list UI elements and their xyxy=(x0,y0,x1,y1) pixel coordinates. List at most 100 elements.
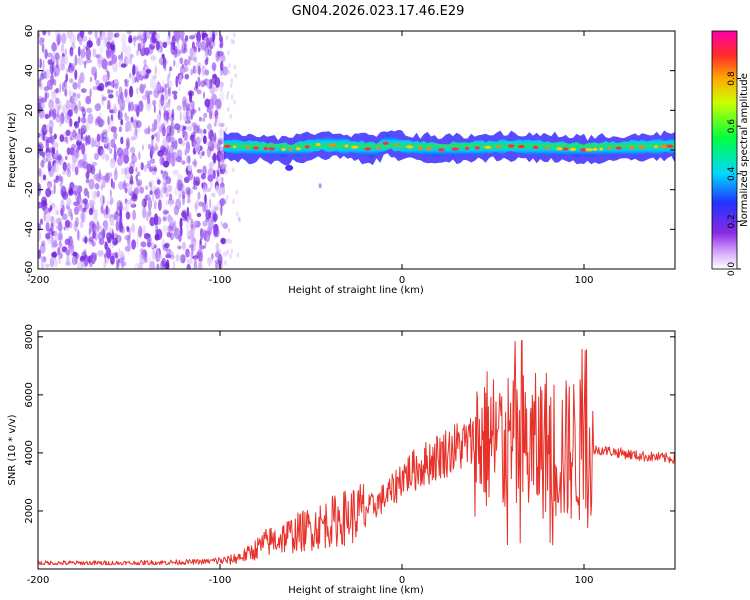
trace-peak xyxy=(223,144,231,148)
noise-speckle xyxy=(58,242,63,249)
noise-speckle xyxy=(94,103,102,112)
noise-speckle xyxy=(133,119,139,129)
noise-speckle xyxy=(151,242,155,249)
noise-speckle xyxy=(67,209,72,217)
noise-speckle xyxy=(128,34,133,44)
noise-speckle xyxy=(76,261,83,269)
trace-peak xyxy=(545,146,549,150)
trace-satellite xyxy=(318,183,322,189)
noise-speckle xyxy=(219,182,225,188)
noise-speckle xyxy=(77,204,83,212)
noise-speckle xyxy=(81,263,87,268)
trace-peak xyxy=(654,145,658,149)
noise-speckle xyxy=(53,258,59,268)
bottom-x-axis-label: Height of straight line (km) xyxy=(288,585,424,596)
noise-speckle xyxy=(101,180,106,189)
noise-speckle xyxy=(45,92,50,99)
noise-speckle xyxy=(85,134,88,146)
noise-speckle xyxy=(153,244,157,249)
noise-speckle xyxy=(76,229,80,241)
noise-speckle xyxy=(166,231,172,238)
noise-speckle xyxy=(183,125,187,131)
noise-speckle xyxy=(66,109,72,121)
noise-speckle xyxy=(116,200,123,211)
noise-speckle xyxy=(182,194,185,206)
noise-speckle xyxy=(61,32,67,45)
noise-speckle xyxy=(225,127,228,133)
noise-speckle xyxy=(164,262,170,269)
colorbar-tick-label: 0.6 xyxy=(727,119,737,134)
noise-speckle xyxy=(136,179,143,187)
noise-speckle xyxy=(212,223,219,234)
noise-speckle xyxy=(114,83,119,90)
noise-speckle xyxy=(65,261,72,267)
noise-speckle xyxy=(188,108,192,121)
noise-speckle xyxy=(186,258,193,265)
trace-peak xyxy=(569,147,577,151)
noise-speckle xyxy=(180,226,183,237)
y-tick-label: 6000 xyxy=(24,382,35,407)
noise-speckle xyxy=(120,260,125,269)
noise-speckle xyxy=(194,180,200,186)
noise-speckle xyxy=(233,32,236,38)
noise-speckle xyxy=(154,142,158,152)
noise-speckle xyxy=(211,204,217,214)
noise-speckle xyxy=(51,67,54,77)
noise-speckle xyxy=(193,158,197,168)
noise-speckle xyxy=(101,131,108,139)
noise-speckle xyxy=(185,104,191,109)
noise-speckle xyxy=(61,189,64,195)
noise-speckle xyxy=(109,81,114,87)
noise-speckle xyxy=(44,48,48,60)
noise-speckle xyxy=(162,177,167,188)
noise-speckle xyxy=(224,260,227,266)
noise-speckle xyxy=(117,259,120,269)
noise-speckle xyxy=(176,41,180,51)
noise-speckle xyxy=(49,126,53,134)
noise-speckle xyxy=(54,71,57,78)
noise-speckle xyxy=(38,95,42,101)
noise-speckle xyxy=(119,98,123,110)
noise-speckle xyxy=(120,118,124,126)
noise-speckle xyxy=(120,136,124,145)
noise-speckle xyxy=(129,101,134,112)
noise-speckle xyxy=(194,143,201,153)
noise-speckle xyxy=(38,82,42,88)
noise-speckle xyxy=(71,42,76,50)
noise-speckle xyxy=(103,219,109,232)
noise-speckle xyxy=(41,43,45,54)
x-tick-label: 0 xyxy=(399,275,405,286)
noise-speckle xyxy=(39,243,46,254)
noise-speckle xyxy=(68,109,74,118)
noise-speckle xyxy=(73,121,78,127)
noise-speckle xyxy=(136,181,142,189)
noise-speckle xyxy=(207,256,212,267)
noise-speckle xyxy=(95,32,99,43)
trace-peak xyxy=(406,145,414,149)
noise-speckle xyxy=(96,190,100,198)
noise-speckle xyxy=(123,50,128,57)
noise-speckle xyxy=(57,231,63,242)
noise-speckle xyxy=(202,202,207,213)
noise-speckle xyxy=(88,236,94,243)
noise-speckle xyxy=(92,216,99,224)
noise-speckle xyxy=(164,83,170,88)
noise-speckle xyxy=(220,149,223,162)
noise-speckle xyxy=(184,73,190,80)
noise-speckle xyxy=(202,220,208,227)
noise-speckle xyxy=(178,193,182,199)
noise-speckle xyxy=(38,37,45,46)
noise-speckle xyxy=(108,94,114,99)
noise-speckle xyxy=(206,40,210,49)
noise-speckle xyxy=(121,167,125,175)
colorbar-tick-label: 0.0 xyxy=(727,262,737,277)
noise-speckle xyxy=(142,31,147,40)
noise-speckle xyxy=(69,78,74,84)
noise-speckle xyxy=(173,94,178,100)
noise-speckle xyxy=(186,198,191,204)
noise-speckle xyxy=(74,69,78,80)
noise-speckle xyxy=(220,220,223,227)
noise-speckle xyxy=(207,123,212,131)
noise-speckle xyxy=(107,31,114,41)
noise-speckle xyxy=(79,220,84,229)
